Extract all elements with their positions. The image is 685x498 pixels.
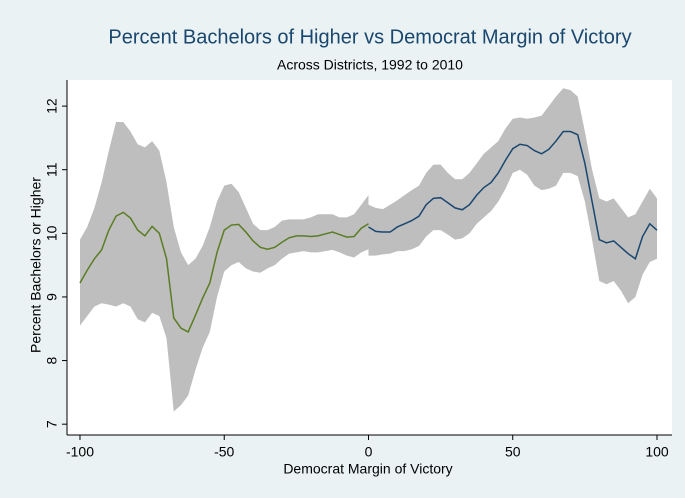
x-tick-label: 100 <box>645 444 669 460</box>
confidence-band <box>79 121 369 412</box>
chart-subtitle: Across Districts, 1992 to 2010 <box>277 57 463 73</box>
x-tick-label: 50 <box>505 444 521 460</box>
line <box>368 130 658 260</box>
y-axis-title: Percent Bachelors or Higher <box>28 177 44 353</box>
y-tick-label: 11 <box>44 162 60 177</box>
y-tick-label: 9 <box>44 293 60 301</box>
y-tick-label: 10 <box>44 225 60 241</box>
y-tick-label: 7 <box>44 420 60 428</box>
x-tick-label: -50 <box>214 444 234 460</box>
y-tick-label: 12 <box>44 98 60 114</box>
confidence-band <box>368 88 657 304</box>
y-tick-label: 8 <box>44 356 60 364</box>
x-axis-title: Democrat Margin of Victory <box>283 461 452 477</box>
line <box>79 211 369 333</box>
x-tick-label: 0 <box>365 444 373 460</box>
chart-title: Percent Bachelors of Higher vs Democrat … <box>108 26 631 48</box>
x-tick-label: -100 <box>66 444 94 460</box>
